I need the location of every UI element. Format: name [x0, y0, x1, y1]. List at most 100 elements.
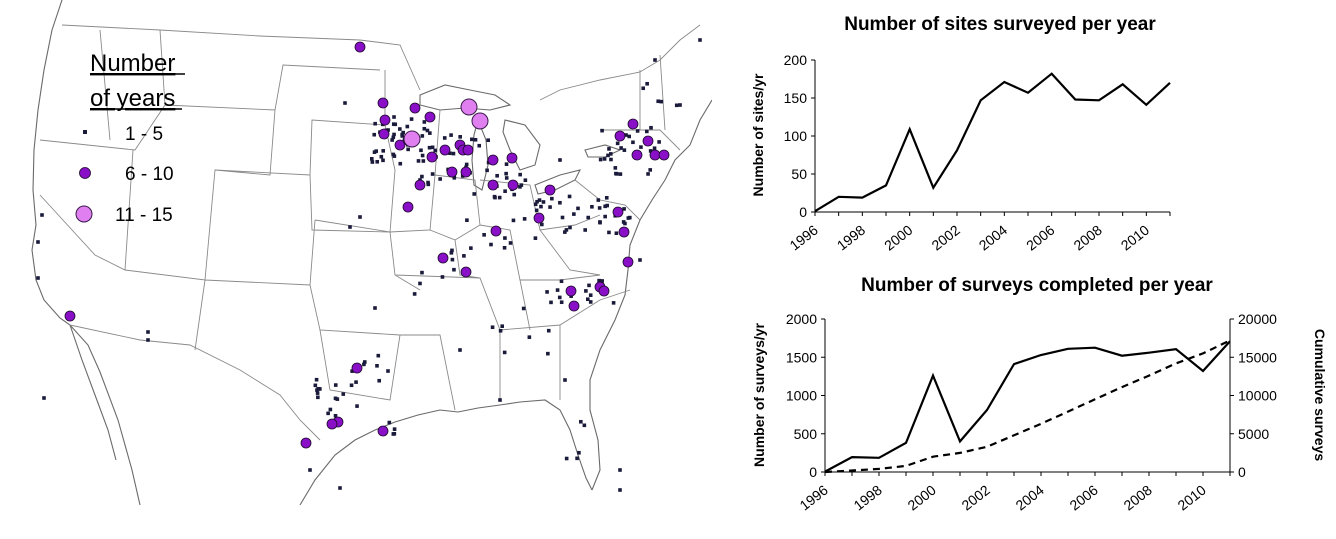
- site-marker-small: [422, 126, 427, 131]
- chart-bottom-x-ticks: 1996 1998 2000 2002 2004 2006 2008 2010: [796, 472, 1231, 514]
- site-marker-small: [582, 423, 587, 428]
- site-marker-small: [607, 147, 611, 151]
- site-marker-small: [377, 378, 382, 383]
- site-marker-medium: [460, 166, 472, 178]
- site-marker-small: [586, 215, 591, 220]
- site-marker-small: [416, 159, 421, 163]
- site-marker-small: [648, 168, 653, 172]
- site-marker-medium: [409, 102, 421, 114]
- site-marker-small: [563, 230, 567, 234]
- pacific-coastline: [31, 0, 141, 505]
- site-marker-small: [539, 204, 543, 209]
- site-marker-small: [611, 301, 616, 305]
- surveys-per-year-chart: Number of surveys completed per year Num…: [751, 275, 1328, 514]
- site-marker-small: [313, 383, 318, 388]
- site-marker-medium: [627, 118, 639, 130]
- site-marker-small: [504, 176, 509, 180]
- site-marker-small: [341, 392, 346, 396]
- site-marker-small: [584, 289, 588, 293]
- site-marker-small: [333, 383, 338, 387]
- site-marker-small: [369, 157, 374, 161]
- x-tick-label: 1998: [850, 482, 885, 514]
- site-marker-small: [618, 172, 623, 176]
- site-marker-small: [657, 140, 661, 144]
- site-marker-small: [579, 419, 583, 424]
- site-marker-small: [597, 278, 601, 283]
- site-marker-small: [420, 174, 424, 179]
- site-marker-small: [418, 281, 422, 286]
- site-marker-small: [405, 124, 410, 129]
- site-marker-small: [598, 220, 602, 224]
- y-tick-label: 150: [784, 90, 808, 106]
- site-marker-small: [489, 242, 493, 247]
- site-marker-small: [615, 172, 619, 176]
- site-marker-small: [470, 137, 474, 142]
- site-marker-small: [372, 132, 377, 137]
- site-markers: [36, 38, 702, 492]
- site-marker-small: [355, 404, 359, 408]
- site-marker-medium: [506, 152, 518, 164]
- site-marker-medium: [622, 256, 634, 268]
- site-marker-small: [146, 338, 150, 342]
- y2-tick-label: 5000: [1238, 426, 1269, 442]
- site-marker-medium: [378, 128, 390, 140]
- site-marker-small: [448, 151, 452, 156]
- site-marker-small: [523, 178, 528, 182]
- site-marker-small: [545, 290, 549, 294]
- site-marker-small: [583, 228, 587, 232]
- site-marker-small: [401, 130, 405, 135]
- x-tick-label: 2002: [958, 482, 993, 514]
- site-marker-small: [548, 205, 552, 209]
- y-tick-label: 0: [799, 204, 807, 220]
- y2-tick-label: 10000: [1238, 388, 1277, 404]
- site-marker-small: [534, 208, 539, 213]
- site-marker-medium: [394, 139, 406, 151]
- site-marker-small: [409, 117, 414, 121]
- site-marker-small: [618, 488, 622, 492]
- site-marker-small: [577, 450, 581, 455]
- chart-bottom-y2label: Cumulative surveys: [1312, 329, 1328, 461]
- site-marker-small: [564, 228, 569, 232]
- x-tick-label: 2004: [1012, 482, 1047, 514]
- site-marker-small: [420, 153, 425, 158]
- site-marker-small: [426, 182, 431, 187]
- site-marker-small: [362, 360, 367, 364]
- site-marker-medium: [460, 266, 472, 278]
- site-marker-small: [606, 153, 610, 158]
- site-marker-small: [449, 251, 454, 255]
- site-marker-medium: [618, 226, 630, 238]
- y2-tick-label: 15000: [1238, 349, 1277, 365]
- y-tick-label: 0: [809, 464, 817, 480]
- site-marker-small: [315, 391, 320, 395]
- site-marker-small: [348, 225, 352, 229]
- chart-top-title: Number of sites surveyed per year: [844, 14, 1156, 35]
- site-map: Number of years 1 - 5 6 - 10 11 - 15: [31, 0, 712, 505]
- site-marker-small: [376, 353, 381, 358]
- site-marker-medium: [507, 179, 519, 191]
- site-marker-small: [558, 200, 562, 205]
- site-marker-small: [308, 468, 312, 472]
- site-marker-small: [619, 146, 623, 150]
- site-marker-small: [316, 387, 320, 391]
- baja-coastline: [69, 324, 117, 461]
- site-marker-small: [618, 468, 622, 472]
- site-marker-small: [560, 215, 565, 220]
- site-marker-small: [503, 189, 507, 193]
- site-marker-small: [428, 131, 432, 135]
- site-marker-small: [541, 200, 546, 204]
- site-marker-small: [608, 152, 613, 156]
- lake-superior: [419, 84, 512, 111]
- site-marker-medium: [354, 41, 366, 53]
- site-marker-small: [645, 81, 649, 86]
- y-tick-label: 2000: [786, 311, 817, 327]
- site-marker-small: [498, 398, 502, 402]
- site-marker-small: [400, 134, 405, 138]
- site-marker-small: [442, 136, 447, 140]
- site-marker-small: [420, 270, 424, 275]
- legend-label-11-15: 11 - 15: [115, 205, 173, 226]
- x-tick-label: 2006: [1066, 482, 1101, 514]
- map-outlines: [31, 0, 712, 505]
- site-marker-small: [314, 377, 319, 382]
- site-marker-small: [622, 207, 626, 211]
- chart-bottom-y-ticks: 0 500 1000 1500 2000: [786, 311, 825, 480]
